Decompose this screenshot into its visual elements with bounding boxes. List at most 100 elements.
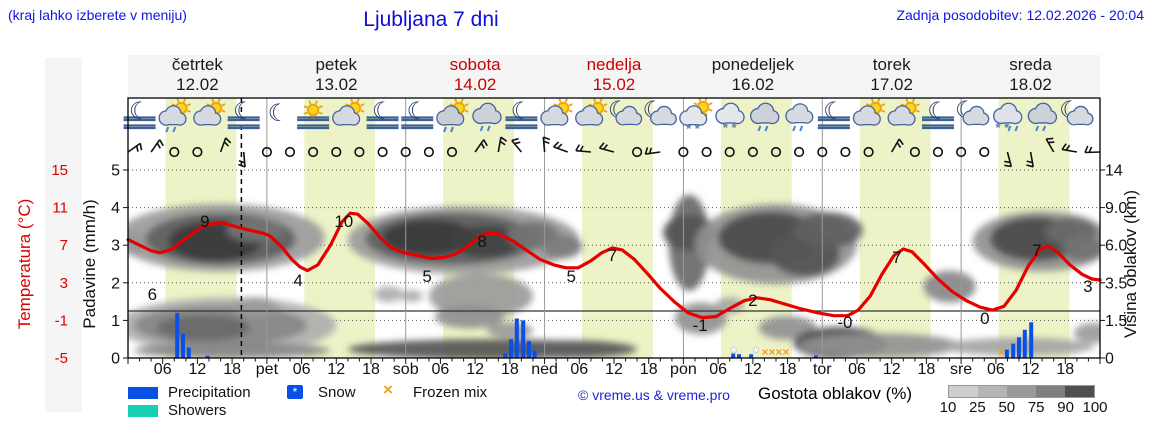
cloud-icon xyxy=(715,102,745,125)
svg-text:1: 1 xyxy=(111,313,120,330)
day-date: 14.02 xyxy=(453,75,497,94)
wind-barb-icon xyxy=(127,142,143,153)
rain-icon xyxy=(792,125,804,132)
svg-text:8: 8 xyxy=(477,232,486,251)
snow-marker: * xyxy=(753,344,759,361)
cloud-icon xyxy=(962,105,990,126)
cloud-icon xyxy=(785,103,814,124)
cloud-icon xyxy=(436,105,465,126)
day-header-ponedeljek: ponedeljek 16.02 xyxy=(683,55,822,97)
wind-barb-icon xyxy=(542,136,551,153)
svg-text:pet: pet xyxy=(256,361,279,378)
cloud-cover-blobs xyxy=(128,194,1100,358)
svg-text:15: 15 xyxy=(51,162,68,179)
cloud-icon xyxy=(472,102,502,125)
x-axis-labels: 06 12 18 06 12 18 pet 06 12 18 sob 06 12 18 ned 06 12 18 p… xyxy=(154,361,1074,378)
x-ticks xyxy=(123,169,1105,364)
day-name: torek xyxy=(872,55,911,74)
fog-icon xyxy=(297,116,330,130)
temp-axis-title: Temperatura (°C) xyxy=(15,199,34,330)
day-name: nedelja xyxy=(586,55,642,74)
svg-text:4: 4 xyxy=(111,200,120,217)
wind-barb-icon xyxy=(1045,137,1055,153)
frozen-mix-marker: × xyxy=(761,345,768,359)
calm-wind-icon xyxy=(909,146,921,158)
daylight-band xyxy=(859,98,931,358)
svg-text:06: 06 xyxy=(432,361,450,378)
temperature-line xyxy=(126,211,1102,320)
day-name: petek xyxy=(315,55,358,74)
rain-icon xyxy=(443,126,454,133)
svg-text:tor: tor xyxy=(813,361,832,378)
calm-wind-icon xyxy=(840,146,851,158)
calm-wind-icon xyxy=(284,146,296,158)
fog-icon xyxy=(505,116,538,130)
cloud-axis-ticks: 14 9.0 6.0 3.5 1.5 0 xyxy=(1105,163,1127,368)
svg-text:sob: sob xyxy=(393,361,419,378)
calm-wind-icon xyxy=(932,146,944,158)
wind-barb-icon xyxy=(474,139,488,153)
fog-icon xyxy=(817,116,850,130)
svg-text:-0: -0 xyxy=(837,313,852,332)
wind-barb-icon xyxy=(150,139,164,153)
calm-wind-icon xyxy=(331,146,342,158)
precipitation-bars xyxy=(175,312,1034,358)
copyright-link[interactable]: © vreme.us & vreme.pro xyxy=(578,387,730,403)
cloud-icon xyxy=(193,105,222,126)
wind-barb-icon xyxy=(219,137,232,153)
svg-text:12: 12 xyxy=(466,361,484,378)
svg-text:18: 18 xyxy=(1056,361,1074,378)
wind-row xyxy=(127,136,1101,168)
cloud-icon xyxy=(887,105,916,126)
menu-hint: (kraj lahko izberete v meniju) xyxy=(8,7,187,23)
cloud-density-label: Gostota oblakov (%) xyxy=(758,384,913,403)
colorbar-tick: 100 xyxy=(1082,399,1108,416)
svg-text:06: 06 xyxy=(570,361,588,378)
svg-text:11: 11 xyxy=(52,200,68,217)
calm-wind-icon xyxy=(701,146,712,158)
svg-text:9.0: 9.0 xyxy=(1105,200,1127,217)
svg-text:18: 18 xyxy=(501,361,519,378)
colorbar-tick: 50 xyxy=(998,399,1016,416)
day-name: sobota xyxy=(449,55,501,74)
svg-text:18: 18 xyxy=(918,361,936,378)
svg-text:7: 7 xyxy=(60,237,68,254)
cloud-density-colorbar xyxy=(948,385,1095,398)
rain-icon xyxy=(1007,125,1019,132)
snow-star-icon: * xyxy=(292,385,298,399)
day-name: sreda xyxy=(1009,55,1052,74)
frozen-mix-legend-label: Frozen mix xyxy=(413,384,488,401)
svg-text:4: 4 xyxy=(293,271,302,290)
svg-text:-1: -1 xyxy=(55,312,68,329)
svg-text:12: 12 xyxy=(883,361,901,378)
frozen-mix-marker: × xyxy=(768,345,775,359)
cloud-icon xyxy=(1066,105,1094,126)
wind-barb-icon xyxy=(1026,151,1034,168)
svg-text:5: 5 xyxy=(111,163,120,180)
wind-barb-icon xyxy=(575,144,591,153)
cloud-icon xyxy=(615,105,643,126)
wind-barb-icon xyxy=(1084,145,1101,154)
svg-text:1.5: 1.5 xyxy=(1105,313,1127,330)
svg-text:0: 0 xyxy=(980,309,989,328)
cloud-icon xyxy=(749,102,780,125)
calm-wind-icon xyxy=(770,146,782,158)
snow-marker: * xyxy=(731,344,737,361)
svg-text:-5: -5 xyxy=(55,350,68,367)
day-name: četrtek xyxy=(171,55,223,74)
precip-axis-ticks: 5 4 3 2 1 0 xyxy=(111,163,120,368)
svg-text:12: 12 xyxy=(327,361,345,378)
svg-text:-1: -1 xyxy=(693,316,708,335)
svg-text:3: 3 xyxy=(1083,277,1092,296)
day-header-sreda: sreda 18.02 xyxy=(961,55,1100,97)
cloud-icon xyxy=(332,105,361,126)
calm-wind-icon xyxy=(377,146,388,158)
fog-icon xyxy=(123,116,156,130)
wind-barb-icon xyxy=(238,151,246,168)
moon-icon: ☾ xyxy=(129,98,151,125)
svg-text:5: 5 xyxy=(566,267,575,286)
svg-text:18: 18 xyxy=(640,361,658,378)
svg-text:6.0: 6.0 xyxy=(1105,238,1127,255)
day-header-torek: torek 17.02 xyxy=(822,55,961,97)
svg-text:14: 14 xyxy=(1105,163,1123,180)
